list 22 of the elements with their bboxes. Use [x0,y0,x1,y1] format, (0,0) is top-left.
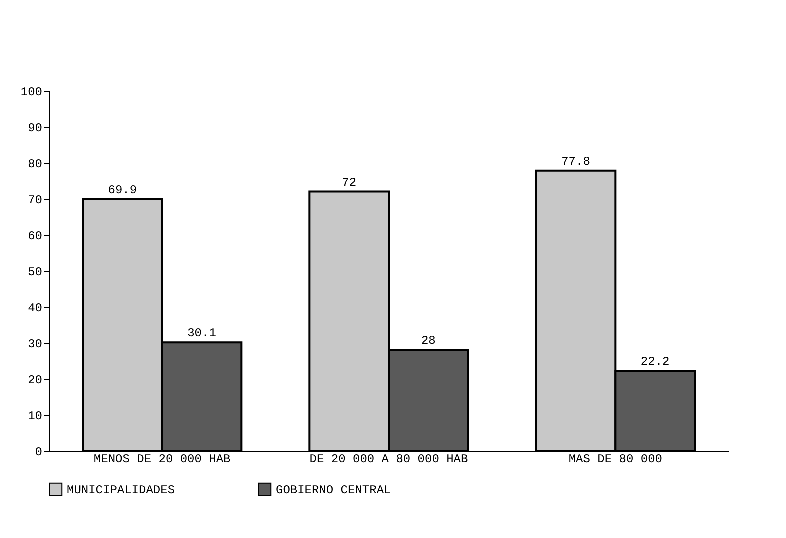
x-tick-label: MENOS DE 20 000 HAB [94,452,231,466]
legend-label: GOBIERNO CENTRAL [276,483,392,498]
y-tick-label: 30 [28,338,42,352]
data-label: 28 [421,334,436,348]
legend-label: MUNICIPALIDADES [67,483,176,498]
y-tick-label: 60 [28,230,42,244]
y-tick-label: 10 [28,410,42,424]
x-tick-label: DE 20 000 A 80 000 HAB [310,452,468,466]
y-tick-label: 90 [28,122,42,136]
data-label: 30.1 [188,326,216,341]
data-label: 72 [342,176,357,190]
y-tick-label: 20 [28,374,42,388]
y-tick-label: 50 [28,266,42,280]
x-tick-label: MAS DE 80 000 [568,452,662,466]
data-label: 22.2 [640,355,670,370]
y-tick-label: 100 [20,86,42,100]
y-tick-label: 70 [28,194,42,208]
data-label: 77.8 [562,154,590,169]
y-tick-label: 40 [28,302,42,316]
y-tick-label: 80 [28,158,42,172]
y-tick-label: 0 [35,446,42,460]
data-label: 69.9 [108,183,138,198]
